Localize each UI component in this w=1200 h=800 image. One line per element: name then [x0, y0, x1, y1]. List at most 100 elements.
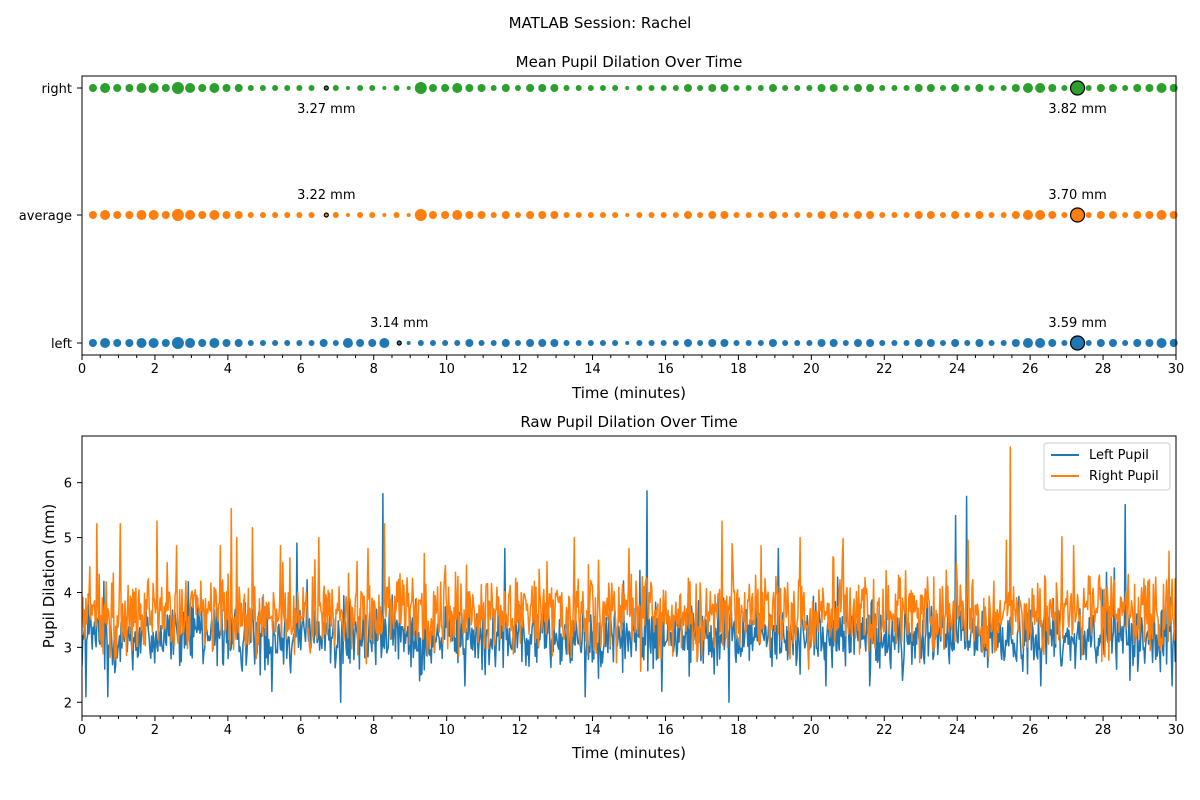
average-mean-point [136, 210, 147, 220]
average-mean-point [100, 210, 111, 220]
average-mean-point [161, 211, 170, 219]
left-mean-point [1035, 338, 1046, 348]
left-mean-point [234, 339, 243, 347]
right-mean-point [625, 86, 630, 90]
left-mean-point [356, 339, 365, 347]
right-mean-point [332, 85, 339, 91]
right-mean-point [100, 83, 111, 93]
right-mean-point [891, 85, 898, 91]
right-mean-point [1169, 84, 1178, 92]
right-mean-point [794, 85, 801, 91]
left-mean-point [842, 340, 849, 346]
x-tick-label: 4 [224, 362, 232, 377]
right-mean-point [708, 84, 717, 92]
left-mean-point [903, 340, 910, 346]
left-mean-point [465, 339, 474, 347]
average-mean-point [733, 212, 740, 218]
average-mean-point [1000, 212, 1007, 218]
left-mean-point [526, 339, 535, 347]
right-mean-point [697, 85, 704, 91]
average-mean-point [1133, 211, 1142, 219]
right-mean-point [550, 84, 559, 92]
average-mean-point [1108, 211, 1117, 219]
right-mean-point [272, 85, 279, 91]
average-mean-point [903, 212, 910, 218]
x-tick-label: 28 [1095, 362, 1112, 377]
left-mean-point [368, 339, 377, 347]
right-mean-point [185, 83, 196, 93]
x-tick-label: 18 [730, 362, 747, 377]
right-mean-point [428, 84, 437, 92]
x-tick-label: 26 [1022, 362, 1039, 377]
right-mean-point [733, 85, 740, 91]
y-tick-label: 2 [64, 696, 72, 711]
average-mean-point [951, 211, 960, 219]
average-mean-point [428, 211, 437, 219]
x-tick-label: 4 [224, 723, 232, 738]
right-mean-point [369, 85, 376, 91]
left-mean-point [514, 340, 521, 346]
right-mean-point [501, 84, 510, 92]
right-mean-point [234, 84, 243, 92]
right-pupil-line [82, 446, 1176, 672]
left-mean-point [782, 340, 789, 346]
x-tick-label: 24 [949, 362, 966, 377]
average-mean-point [939, 212, 946, 218]
average-mean-point [382, 213, 387, 217]
left-mean-point [853, 339, 862, 347]
y-tick-label: left [51, 337, 72, 352]
right-mean-point [842, 85, 849, 91]
right-mean-point [1145, 84, 1154, 92]
x-tick-label: 14 [584, 723, 601, 738]
right-mean-point [1035, 83, 1046, 93]
average-mean-point [1011, 211, 1020, 219]
right-mean-point [198, 84, 207, 92]
average-mean-point [1122, 212, 1129, 218]
x-tick-label: 6 [297, 362, 305, 377]
left-mean-point [1133, 339, 1142, 347]
left-mean-point [733, 340, 740, 346]
y-tick-label: average [19, 209, 72, 224]
mean-x-axis-label: Time (minutes) [571, 384, 686, 402]
y-tick-label: right [41, 82, 72, 97]
average-mean-point [357, 212, 364, 218]
left-mean-point [136, 338, 147, 348]
average-mean-point [452, 210, 463, 220]
left-mean-point [708, 339, 717, 347]
right-max-marker [1069, 80, 1086, 96]
average-mean-point [113, 211, 122, 219]
left-mean-point [683, 339, 692, 347]
right-mean-point [222, 84, 231, 92]
left-max-label: 3.59 mm [1048, 316, 1106, 331]
right-mean-point [587, 85, 594, 91]
x-tick-label: 10 [438, 723, 455, 738]
right-mean-point [296, 85, 303, 91]
x-tick-label: 22 [876, 723, 893, 738]
right-mean-point [1122, 85, 1129, 91]
x-tick-label: 26 [1022, 723, 1039, 738]
mean-x-axis: 0 2 4 6 8 10 12 14 16 18 20 22 24 26 28 30 [78, 355, 1184, 377]
average-min-marker [323, 212, 329, 218]
left-mean-point [113, 339, 122, 347]
left-mean-point [148, 338, 159, 348]
left-mean-point [1085, 340, 1092, 346]
right-mean-point [866, 84, 875, 92]
left-mean-point [672, 340, 679, 346]
left-mean-point [829, 339, 838, 347]
left-mean-point [1169, 339, 1178, 347]
left-mean-point [817, 339, 826, 347]
raw-y-axis: 2 3 4 5 6 [64, 477, 82, 711]
left-mean-point [806, 340, 813, 346]
average-mean-point [393, 212, 400, 218]
left-mean-point [272, 340, 279, 346]
x-tick-label: 0 [78, 362, 86, 377]
x-tick-label: 30 [1168, 723, 1185, 738]
right-mean-point [926, 84, 935, 92]
average-mean-point [514, 212, 521, 218]
y-tick-label: 4 [64, 586, 72, 601]
left-mean-point [429, 340, 436, 346]
average-mean-point [247, 212, 254, 218]
right-mean-point [171, 82, 184, 94]
right-mean-point [575, 85, 582, 91]
left-mean-point [720, 339, 729, 347]
